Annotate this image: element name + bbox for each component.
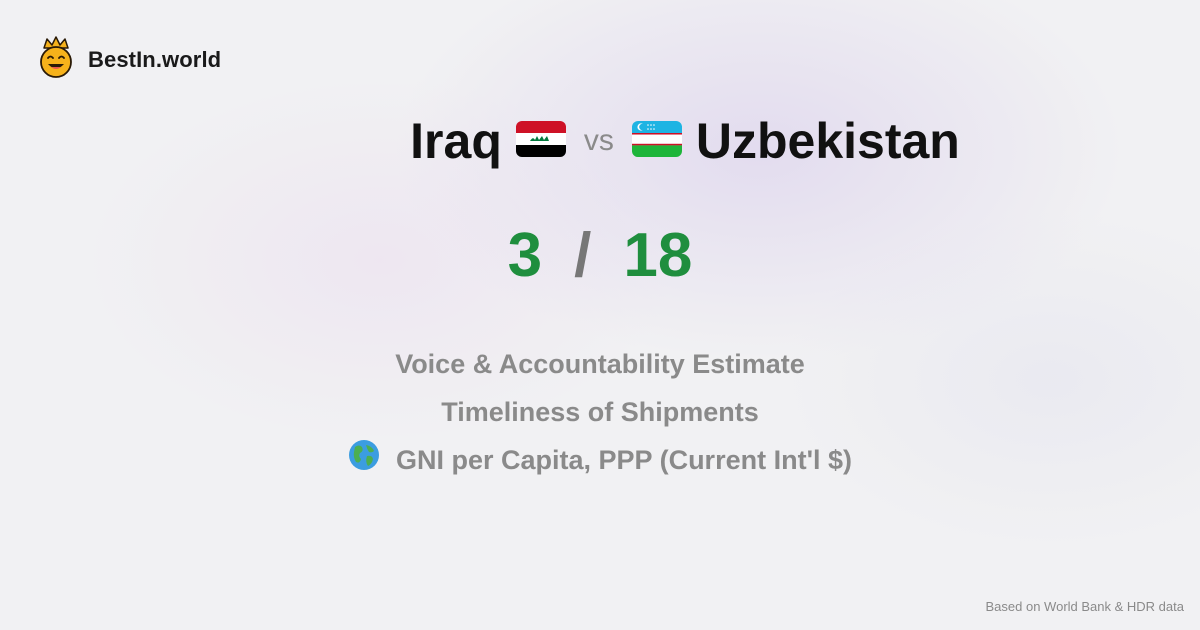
metric-label: GNI per Capita, PPP (Current Int'l $) <box>396 445 852 475</box>
metric-item: Timeliness of Shipments <box>0 388 1200 436</box>
comparison-title: Iraq vs <box>0 112 1200 170</box>
metric-label: Timeliness of Shipments <box>441 397 759 427</box>
uzbekistan-flag-icon <box>631 120 682 162</box>
globe-icon <box>348 439 380 481</box>
metric-label: Voice & Accountability Estimate <box>395 349 805 379</box>
vs-label: vs <box>583 124 614 157</box>
right-score: 18 <box>623 221 693 290</box>
left-score: 3 <box>507 221 543 290</box>
data-source-note: Based on World Bank & HDR data <box>985 599 1184 614</box>
metric-item: Voice & Accountability Estimate <box>0 340 1200 388</box>
right-country-name: Uzbekistan <box>695 113 960 169</box>
brand[interactable]: BestIn.world <box>38 36 221 83</box>
brand-name: BestIn.world <box>88 46 222 72</box>
metric-list: Voice & Accountability Estimate Timeline… <box>0 340 1200 484</box>
score: 3 / 18 <box>0 220 1200 291</box>
left-country-name: Iraq <box>410 113 502 169</box>
metric-item: GNI per Capita, PPP (Current Int'l $) <box>0 436 1200 484</box>
crowned-smiley-icon <box>38 36 74 83</box>
iraq-flag-icon <box>515 120 566 162</box>
score-separator: / <box>574 221 592 290</box>
